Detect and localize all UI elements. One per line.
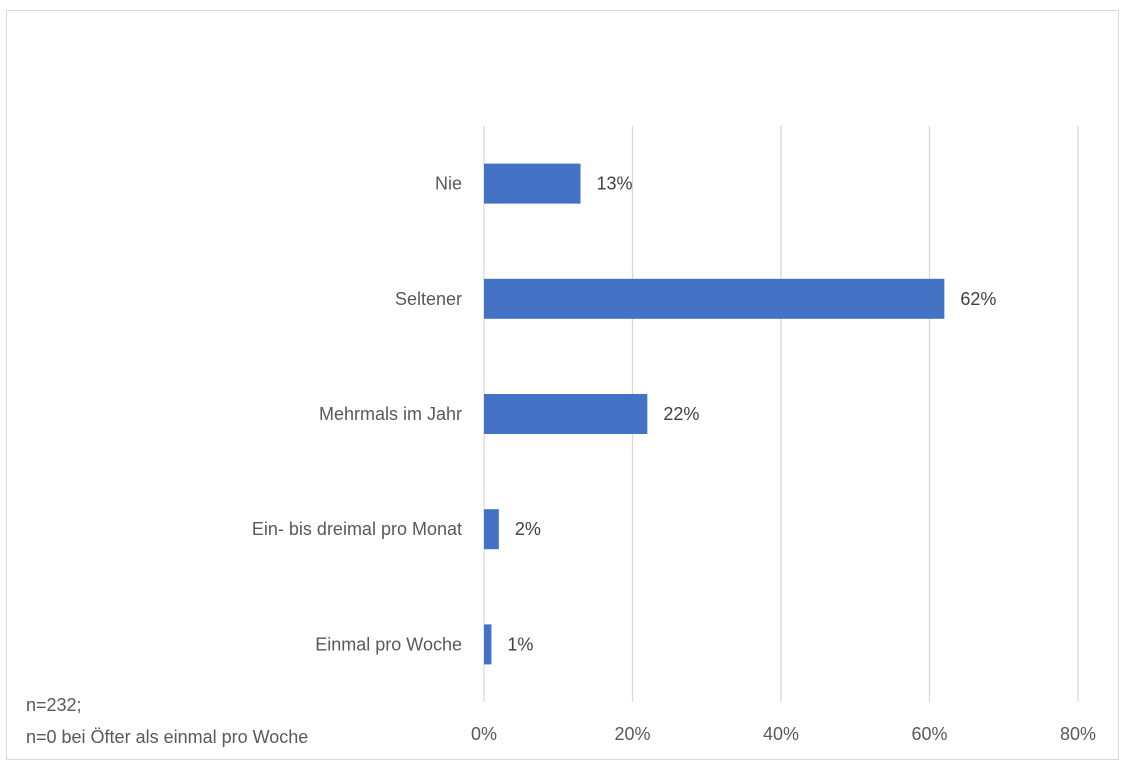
x-tick-label: 40% bbox=[763, 724, 799, 744]
bar-5 bbox=[484, 624, 492, 665]
value-label: 62% bbox=[960, 289, 996, 309]
bar-3 bbox=[484, 394, 648, 434]
chart-frame bbox=[6, 10, 1119, 760]
category-label: Mehrmals im Jahr bbox=[319, 404, 462, 424]
x-tick-label: 20% bbox=[614, 724, 650, 744]
value-label: 22% bbox=[663, 404, 699, 424]
note-line-2: n=0 bei Öfter als einmal pro Woche bbox=[26, 727, 308, 747]
x-tick-label: 60% bbox=[911, 724, 947, 744]
x-tick-label: 0% bbox=[471, 724, 497, 744]
value-label: 13% bbox=[597, 174, 633, 194]
x-tick-label: 80% bbox=[1060, 724, 1096, 744]
category-label: Nie bbox=[435, 174, 462, 194]
bar-2 bbox=[484, 278, 945, 319]
sample-note: n=232; n=0 bei Öfter als einmal pro Woch… bbox=[26, 695, 308, 747]
value-label: 1% bbox=[507, 634, 533, 654]
labels: 0% 20% 40% 60% 80% Nie 13% Seltener 62% Mehrmals … bbox=[252, 174, 1096, 744]
value-label: 2% bbox=[515, 519, 541, 539]
category-label: Ein- bis dreimal pro Monat bbox=[252, 519, 462, 539]
note-line-1: n=232; bbox=[26, 695, 82, 715]
bar-1 bbox=[484, 163, 581, 204]
category-label: Einmal pro Woche bbox=[315, 634, 462, 654]
bars bbox=[484, 163, 945, 665]
bar-4 bbox=[484, 509, 499, 550]
category-label: Seltener bbox=[395, 289, 462, 309]
